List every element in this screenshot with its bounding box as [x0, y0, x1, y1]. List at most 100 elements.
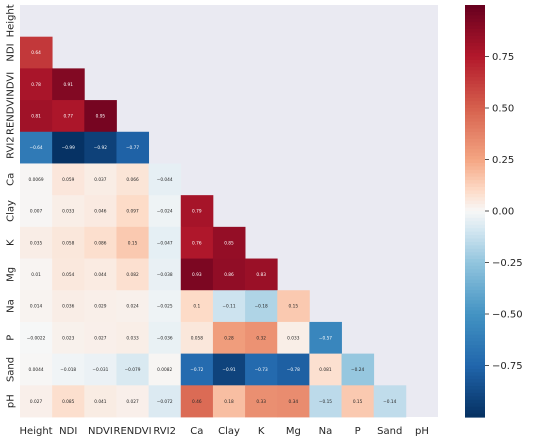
cell-value-label: 0.18	[224, 399, 234, 405]
y-tick-label: Height	[6, 4, 17, 37]
colorbar-segment	[465, 176, 485, 181]
heatmap-cell	[277, 321, 310, 355]
x-tick-label: RVI2	[153, 426, 176, 437]
heatmap-cell	[52, 321, 85, 355]
colorbar-segment	[465, 73, 485, 78]
heatmap-cell	[148, 226, 182, 259]
colorbar-tick-label: −0.75	[492, 361, 523, 372]
colorbar-segment	[465, 8, 485, 13]
colorbar-segment	[465, 142, 485, 147]
cell-value-label: −0.018	[60, 367, 76, 373]
colorbar-segment	[465, 211, 485, 216]
colorbar-segment	[465, 410, 485, 415]
cell-value-label: 0.024	[126, 304, 139, 310]
cell-value-label: 0.79	[192, 209, 202, 215]
x-tick-label: pH	[415, 426, 429, 437]
heatmap-cell	[84, 195, 117, 228]
colorbar-segment	[465, 42, 485, 47]
colorbar-segment	[465, 32, 485, 37]
colorbar-segment	[465, 197, 485, 202]
colorbar-segment	[465, 173, 485, 178]
cell-value-label: 0.78	[31, 82, 41, 88]
heatmap-cell	[373, 385, 407, 418]
heatmap-cell	[116, 385, 150, 418]
colorbar-segment	[465, 386, 485, 391]
x-axis-tick-labels: Height NDI NDVI RENDVI RVI2 Ca Clay K Mg Na P Sand p…	[20, 426, 429, 437]
colorbar-segment	[465, 186, 485, 191]
colorbar-segment	[465, 204, 485, 209]
heatmap-cell	[52, 290, 85, 323]
heatmap-cell	[341, 353, 375, 386]
cell-value-label: 0.85	[224, 240, 234, 246]
heatmap-cell	[245, 290, 278, 323]
cell-value-label: 0.01	[31, 272, 41, 278]
colorbar-segment	[465, 207, 485, 212]
colorbar-segment	[465, 29, 485, 34]
heatmap-cell	[52, 385, 85, 418]
colorbar-segment	[465, 235, 485, 240]
y-tick-label: K	[6, 239, 17, 246]
colorbar-tick-label: −0.25	[492, 258, 523, 269]
colorbar-segment	[465, 293, 485, 298]
cell-value-label: 0.081	[319, 367, 332, 373]
colorbar-segment	[465, 159, 485, 164]
colorbar-segment	[465, 35, 485, 40]
colorbar-segment	[465, 152, 485, 157]
colorbar-segment	[465, 392, 485, 397]
cell-value-label: −0.072	[157, 399, 173, 405]
colorbar-segment	[465, 162, 485, 167]
cell-value-label: 0.81	[31, 114, 41, 120]
cell-value-label: 0.082	[126, 272, 139, 278]
cell-value-label: 0.15	[353, 399, 363, 405]
cell-value-label: 0.058	[191, 335, 204, 341]
colorbar-segment	[465, 296, 485, 301]
y-tick-label: Ca	[6, 173, 17, 186]
colorbar-segment	[465, 348, 485, 353]
colorbar-tick-label: 0.50	[492, 104, 514, 115]
cell-value-label: 0.027	[94, 335, 107, 341]
colorbar-segment	[465, 80, 485, 85]
cell-value-label: −0.044	[157, 177, 173, 183]
colorbar-segment	[465, 228, 485, 233]
colorbar-segment	[465, 396, 485, 401]
colorbar-segment	[465, 338, 485, 343]
colorbar-segment	[465, 121, 485, 126]
cell-value-label: 0.91	[63, 82, 73, 88]
colorbar-segment	[465, 49, 485, 54]
cell-value-label: 0.035	[30, 240, 43, 246]
x-tick-label: Ca	[190, 426, 203, 437]
heatmap-cell	[116, 290, 150, 323]
cell-value-label: 0.033	[62, 209, 75, 215]
colorbar-segment	[465, 283, 485, 288]
colorbar-segment	[465, 344, 485, 349]
heatmap-cell	[148, 163, 182, 196]
colorbar-segment	[465, 241, 485, 246]
colorbar-segment	[465, 269, 485, 274]
colorbar-segment	[465, 25, 485, 30]
heatmap-cell	[212, 258, 246, 291]
cell-value-label: 0.46	[192, 399, 202, 405]
colorbar-segment	[465, 217, 485, 222]
x-tick-label: Na	[319, 426, 333, 437]
colorbar-segment	[465, 180, 485, 185]
colorbar-segment	[465, 11, 485, 16]
x-tick-label: RENDVI	[114, 426, 152, 437]
heatmap-cell	[116, 195, 150, 228]
cell-value-label: 0.085	[62, 399, 75, 405]
heatmap-cell	[116, 258, 150, 291]
colorbar-segment	[465, 379, 485, 384]
colorbar: 0.75 0.50 0.25 0.00 −0.25 −0.50 −0.75	[465, 5, 523, 418]
cell-value-label: 0.83	[256, 272, 266, 278]
colorbar-segment	[465, 18, 485, 23]
heatmap-cell	[180, 290, 214, 323]
colorbar-segment	[465, 15, 485, 20]
colorbar-segment	[465, 66, 485, 71]
heatmap-cell	[309, 321, 342, 355]
heatmap-cell	[84, 226, 117, 259]
cell-value-label: 0.64	[31, 50, 41, 56]
heatmap-cell	[309, 353, 342, 386]
colorbar-segment	[465, 355, 485, 360]
cell-value-label: 0.007	[30, 209, 43, 215]
y-tick-label: RVI2	[6, 136, 17, 159]
